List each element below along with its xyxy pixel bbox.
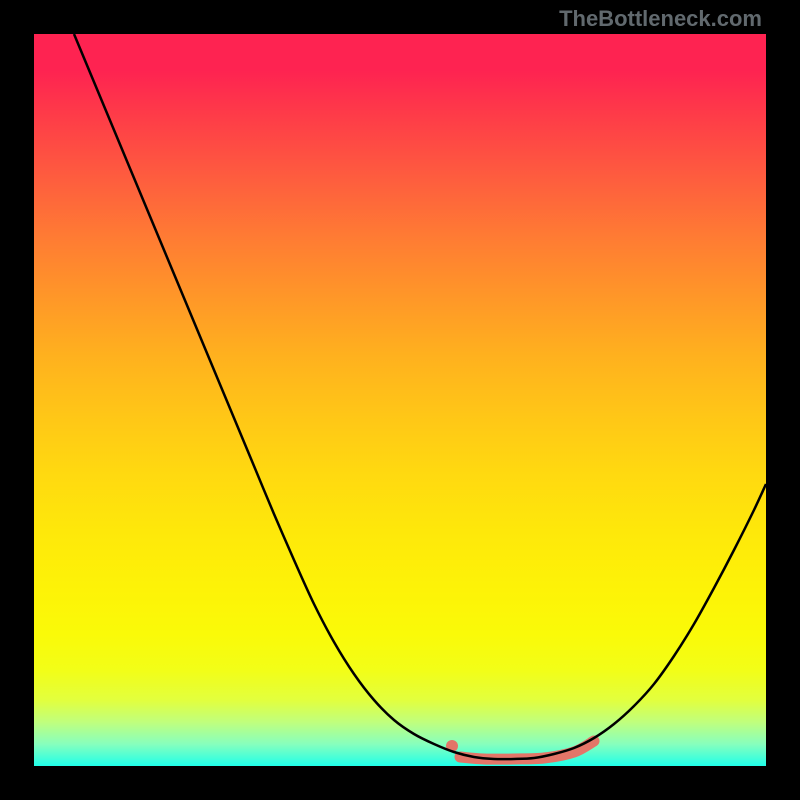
watermark-text: TheBottleneck.com — [559, 6, 762, 32]
border-right — [766, 0, 800, 800]
curve-layer — [34, 34, 766, 766]
bottleneck-curve — [74, 34, 766, 759]
border-bottom — [0, 766, 800, 800]
chart-container: TheBottleneck.com — [0, 0, 800, 800]
plot-area — [34, 34, 766, 766]
border-left — [0, 0, 34, 800]
highlight-segment — [460, 741, 594, 759]
